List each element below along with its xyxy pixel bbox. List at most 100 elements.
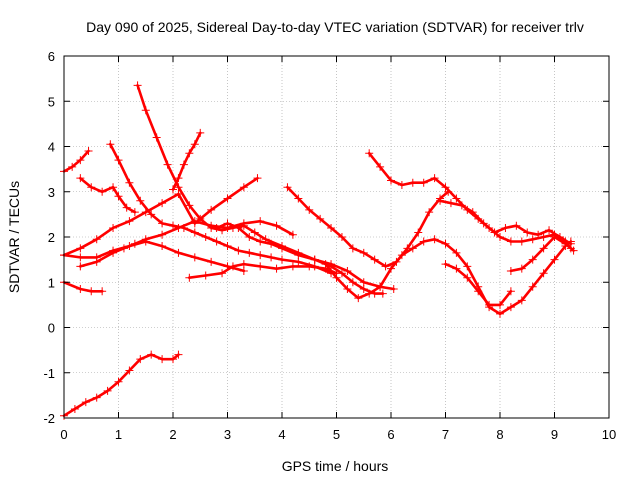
data-point xyxy=(343,285,352,294)
data-point xyxy=(163,160,172,169)
data-point xyxy=(441,239,450,248)
data-point xyxy=(528,255,537,264)
data-point xyxy=(174,183,183,192)
x-tick-label: 6 xyxy=(387,427,394,442)
data-point xyxy=(278,244,286,253)
data-point xyxy=(550,255,559,264)
series-track-15 xyxy=(436,196,575,248)
data-point xyxy=(158,355,167,364)
data-point xyxy=(294,251,303,260)
series-line xyxy=(62,353,180,418)
data-point xyxy=(98,187,107,196)
data-point xyxy=(496,309,504,318)
data-point xyxy=(239,260,248,269)
data-point xyxy=(76,285,85,294)
data-point xyxy=(92,235,101,244)
x-tick-label: 7 xyxy=(442,427,449,442)
data-point xyxy=(190,253,199,262)
data-point xyxy=(158,199,167,208)
x-tick-label: 5 xyxy=(333,427,340,442)
series-track-14 xyxy=(321,235,575,318)
series-line xyxy=(171,131,202,191)
series-line xyxy=(215,222,385,295)
data-point xyxy=(122,203,131,212)
series-track-18 xyxy=(60,350,183,420)
data-point xyxy=(506,237,515,246)
data-point xyxy=(147,210,156,219)
data-point xyxy=(201,271,210,280)
series-line xyxy=(324,238,573,316)
y-tick-label: 4 xyxy=(48,140,55,155)
data-point xyxy=(179,160,188,169)
data-point xyxy=(288,262,297,271)
data-point xyxy=(545,226,554,235)
data-point xyxy=(569,246,578,255)
x-tick-label: 0 xyxy=(60,427,67,442)
data-point xyxy=(212,237,221,246)
y-tick-label: 3 xyxy=(48,185,55,200)
data-point xyxy=(81,398,90,407)
series-track-05 xyxy=(76,217,297,271)
data-point xyxy=(272,221,281,230)
data-point xyxy=(218,269,227,278)
data-point xyxy=(419,237,428,246)
data-point xyxy=(430,235,439,244)
data-point xyxy=(441,183,450,192)
data-point xyxy=(106,140,115,149)
data-point xyxy=(387,176,395,185)
data-point xyxy=(305,205,314,214)
data-point xyxy=(496,233,504,241)
data-point xyxy=(441,260,450,269)
data-point xyxy=(539,233,548,241)
data-point xyxy=(370,255,379,264)
data-point xyxy=(114,377,123,386)
data-point xyxy=(381,262,390,271)
data-point xyxy=(359,248,368,257)
data-point xyxy=(207,205,216,214)
data-point xyxy=(365,149,374,158)
data-point xyxy=(239,221,248,230)
data-point xyxy=(359,285,368,294)
series-track-06 xyxy=(60,237,248,275)
data-point xyxy=(141,237,150,246)
data-point xyxy=(245,248,254,257)
data-point xyxy=(332,273,341,282)
data-point xyxy=(267,253,276,262)
data-point xyxy=(109,246,118,255)
data-point xyxy=(321,260,330,269)
data-point xyxy=(452,248,461,257)
data-point xyxy=(468,208,477,217)
data-point xyxy=(376,282,385,291)
data-point xyxy=(256,237,265,246)
data-point xyxy=(185,273,194,282)
data-point xyxy=(283,183,292,192)
data-point xyxy=(109,223,118,232)
data-point xyxy=(463,262,472,271)
data-point xyxy=(479,219,488,228)
data-point xyxy=(408,244,417,253)
data-point xyxy=(278,255,286,264)
data-point xyxy=(234,223,243,232)
data-point xyxy=(517,237,526,246)
data-point xyxy=(378,289,387,298)
data-point xyxy=(174,350,183,359)
data-point xyxy=(223,219,232,228)
series-track-13 xyxy=(365,149,575,253)
data-point xyxy=(256,262,265,271)
data-point xyxy=(239,266,248,275)
data-point xyxy=(87,287,96,296)
x-axis-label: GPS time / hours xyxy=(282,458,389,474)
data-point xyxy=(76,244,85,253)
x-tick-labels: 0 1 2 3 4 5 6 7 8 9 10 xyxy=(60,427,616,442)
data-point xyxy=(245,233,254,241)
series-track-10 xyxy=(185,260,341,282)
data-point xyxy=(389,285,398,294)
data-point xyxy=(158,230,167,239)
data-point xyxy=(228,262,237,271)
y-tick-label: -1 xyxy=(43,366,55,381)
data-point xyxy=(397,251,406,260)
series-line xyxy=(62,240,246,273)
data-point xyxy=(496,300,504,309)
data-point xyxy=(337,269,346,278)
